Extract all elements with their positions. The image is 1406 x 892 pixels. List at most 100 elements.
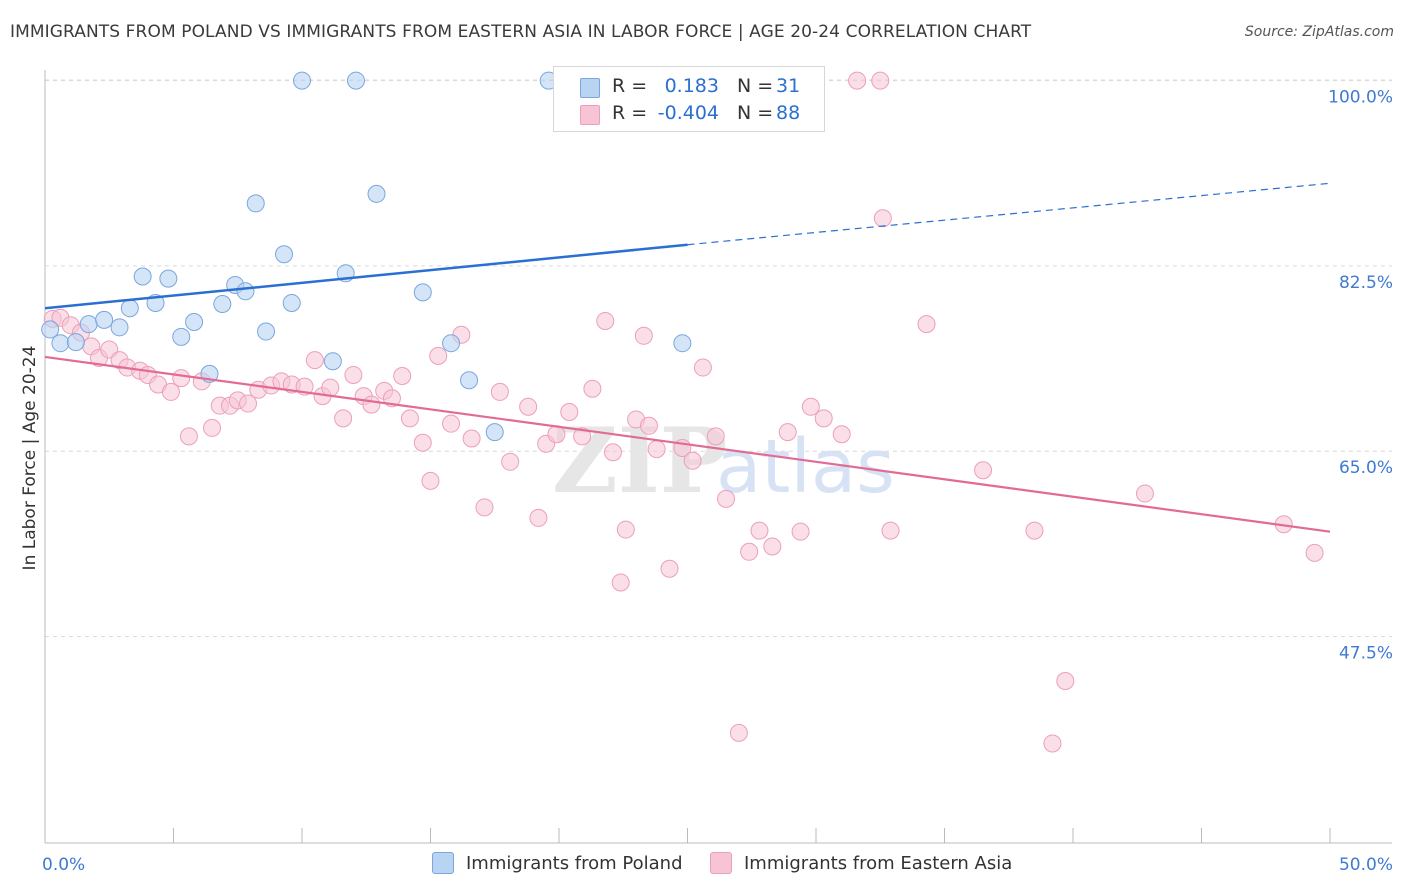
poland-point (346, 71, 365, 90)
easia-point (1056, 671, 1075, 690)
easia-point (848, 71, 867, 90)
easia-point (693, 358, 712, 377)
easia-point (717, 489, 736, 508)
n-label: N = (737, 102, 774, 124)
poland-point (460, 371, 479, 390)
easia-point (462, 429, 481, 448)
chart-title: IMMIGRANTS FROM POLAND VS IMMIGRANTS FRO… (10, 22, 1032, 42)
easia-swatch (580, 105, 600, 125)
easia-point (179, 427, 198, 446)
easia-point (161, 382, 180, 401)
poland-points (41, 71, 692, 442)
stats-row-poland: R = 0.183 N = 31 (554, 73, 824, 101)
poland-point (413, 283, 432, 302)
easia-point (974, 461, 993, 480)
easia-point (475, 498, 494, 517)
y-axis-label: In Labor Force | Age 20-24 (20, 346, 40, 571)
n-value: 88 (776, 102, 801, 124)
easia-point (519, 397, 538, 416)
trend-lines (44, 182, 1331, 533)
easia-point (490, 382, 509, 401)
r-value: -0.404 (657, 102, 719, 124)
easia-point (729, 723, 748, 742)
n-label: N = (737, 75, 774, 97)
easia-point (706, 427, 725, 446)
poland-point (66, 333, 85, 352)
easia-point (791, 522, 810, 541)
poland-point (442, 334, 461, 353)
poland-point (236, 282, 255, 301)
poland-point (485, 423, 504, 442)
easia-point (239, 394, 258, 413)
easia-point (647, 440, 666, 459)
y-tick-label: 82.5% (1339, 273, 1393, 293)
n-value: 31 (776, 75, 801, 97)
poland-point (293, 71, 311, 90)
legend-label-poland: Immigrants from Poland (466, 852, 683, 874)
poland-point (246, 194, 265, 213)
poland-point (110, 318, 129, 337)
easia-point (778, 423, 797, 442)
poland-point (159, 269, 178, 288)
easia-point (305, 351, 324, 370)
easia-point (172, 369, 191, 388)
legend-item-easia[interactable]: Immigrants from Eastern Asia (710, 852, 1012, 874)
easia-point (603, 443, 622, 462)
easia-point (393, 367, 412, 386)
easia-trend-line (44, 355, 1331, 533)
easia-point (413, 433, 432, 452)
r-label: R = (612, 102, 648, 124)
poland-point (323, 352, 342, 371)
stats-row-easia: R = -0.404 N = 88 (554, 100, 824, 128)
poland-trend-line (44, 243, 688, 310)
legend: Immigrants from Poland Immigrants from E… (0, 852, 1406, 878)
poland-legend-swatch (432, 852, 454, 874)
r-label: R = (612, 75, 648, 97)
easia-point (683, 451, 702, 470)
easia-point (871, 71, 890, 90)
easia-point (832, 425, 851, 444)
x-tick-label: 0.0% (42, 855, 85, 875)
easia-point (639, 416, 658, 435)
easia-point (814, 409, 833, 428)
poland-point (95, 310, 114, 329)
easia-point (1043, 734, 1062, 753)
easia-point (611, 573, 630, 592)
tick-labels: 47.5% 65.0% 82.5% 100.0% 0.0% 50.0% (42, 88, 1393, 875)
easia-point (573, 427, 592, 446)
easia-point (801, 397, 820, 416)
easia-point (616, 520, 635, 539)
easia-point (400, 409, 419, 428)
poland-point (367, 184, 386, 203)
easia-point (529, 508, 548, 527)
y-tick-label: 100.0% (1328, 88, 1393, 108)
easia-point (334, 409, 353, 428)
watermark-atlas: atlas (716, 424, 895, 510)
easia-point (740, 542, 759, 561)
easia-point (763, 537, 782, 556)
easia-point (917, 315, 936, 334)
easia-point (1025, 521, 1044, 540)
y-tick-label: 47.5% (1339, 644, 1393, 664)
axes (44, 70, 1392, 844)
easia-point (596, 311, 615, 330)
poland-swatch (580, 78, 600, 98)
poland-point (213, 295, 232, 314)
easia-point (501, 452, 520, 471)
easia-point (1305, 543, 1324, 562)
poland-point (133, 267, 152, 286)
poland-point (282, 293, 301, 312)
poland-point (41, 320, 60, 339)
easia-point (442, 414, 461, 433)
legend-item-poland[interactable]: Immigrants from Poland (432, 852, 683, 874)
easia-point (429, 346, 448, 365)
easia-point (362, 395, 381, 414)
easia-point (634, 326, 653, 345)
easia-legend-swatch (710, 852, 732, 874)
poland-trend-extension (687, 182, 1331, 246)
easia-point (560, 403, 579, 422)
easia-point (344, 365, 363, 384)
easia-point (203, 418, 222, 437)
gridlines (45, 79, 1392, 638)
poland-point (172, 327, 191, 346)
